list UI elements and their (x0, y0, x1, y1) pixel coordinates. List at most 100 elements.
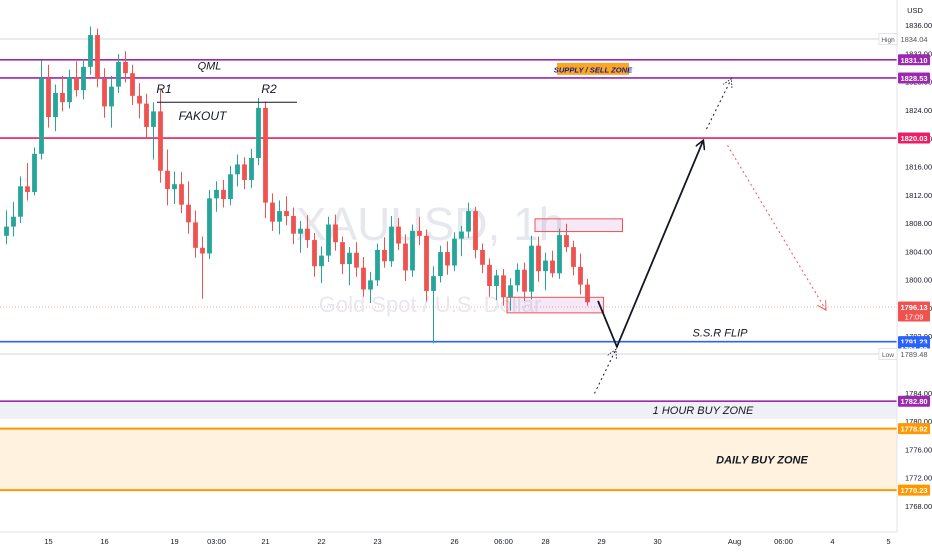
price-tick-label: 1768.00 (905, 502, 932, 511)
candle (165, 149, 170, 206)
daily-buy-zone-label: DAILY BUY ZONE (716, 454, 808, 466)
candle (578, 253, 583, 295)
candle-body (543, 260, 548, 272)
candle-body (67, 77, 72, 103)
candle (424, 229, 429, 302)
projection-dotted-up (594, 350, 616, 394)
label-1778-bg (898, 423, 930, 435)
label-1831-bg (898, 54, 930, 66)
candle-body (214, 189, 219, 199)
candle-body (424, 235, 429, 291)
candle-body (116, 61, 121, 87)
time-tick-label: 15 (44, 537, 52, 546)
price-axis[interactable]: USD1768.001772.001776.001780.001784.0017… (878, 0, 932, 550)
time-axis[interactable]: 15 16 19 03:00 21 22 23 26 06:00 28 29 30 Aug 06:00 4 5 (0, 531, 897, 546)
upper-rect (534, 218, 623, 233)
label-1770-bg (898, 484, 930, 496)
candle-body (298, 228, 303, 234)
time-tick-label: 06:00 (774, 537, 793, 546)
candle-body (305, 228, 310, 241)
time-tick-label: Aug (728, 537, 741, 546)
candle-body (515, 269, 520, 286)
candle (53, 84, 58, 132)
candle (333, 214, 338, 251)
candle (186, 181, 191, 234)
label-1778: 1778.92 (900, 425, 927, 434)
candle (81, 59, 86, 100)
candle (340, 236, 345, 274)
candle (235, 154, 240, 187)
candle (60, 76, 65, 112)
candle (242, 157, 247, 190)
candle (417, 216, 422, 245)
candle (473, 206, 478, 259)
ssr-flip-label: S.S.R FLIP (692, 328, 748, 340)
time-tick-label: 16 (100, 537, 108, 546)
candle-body (291, 216, 296, 234)
zones-layer: DAILY BUY ZONE (0, 401, 897, 491)
candle-body (340, 242, 345, 265)
candle-body (228, 174, 233, 200)
candle-body (480, 249, 485, 265)
candle (32, 147, 37, 196)
label-1820: 1820.03 (900, 134, 927, 143)
candle (550, 250, 555, 278)
price-tick-label: 1808.00 (905, 219, 932, 228)
candle (249, 148, 254, 188)
candle-body (564, 235, 569, 248)
high-label: 1834.04 (900, 35, 927, 44)
candle (39, 60, 44, 160)
candle (571, 240, 576, 276)
price-tick-label: 1816.00 (905, 163, 932, 172)
candle (130, 64, 135, 106)
candle-body (18, 186, 23, 217)
candle-body (102, 78, 107, 107)
price-tick-label: 1776.00 (905, 445, 932, 454)
high-label-bg (898, 33, 930, 45)
candle-body (508, 285, 513, 298)
r2-annotation: R2 (261, 82, 277, 96)
candle-body (235, 164, 240, 175)
fakeout-annotation: FAKOUT (179, 109, 228, 123)
candle-body (382, 249, 387, 262)
low-label-tag-bg (878, 348, 898, 360)
candle (88, 26, 93, 75)
levels-layer (0, 38, 897, 492)
r1-annotation: R1 (156, 82, 171, 96)
candle-body (438, 252, 443, 277)
candle-body (88, 35, 93, 67)
candle-body (39, 78, 44, 154)
candle (284, 196, 289, 226)
price-tick-label: 1800.00 (905, 276, 932, 285)
candle-body (557, 235, 562, 274)
candle (172, 171, 177, 204)
one-hour-buy-label: 1 HOUR BUY ZONE (653, 405, 754, 417)
qml-label-annotation: QML (198, 61, 222, 73)
candle (151, 102, 156, 160)
price-tick-label: 1836.00 (905, 21, 932, 30)
time-tick-label: 21 (261, 537, 269, 546)
candle (431, 266, 436, 344)
candle (221, 179, 226, 208)
candle-body (585, 284, 590, 303)
time-tick-label: 5 (886, 537, 890, 546)
supply-label-bg (557, 62, 629, 75)
candle-body (487, 264, 492, 287)
candle (375, 243, 380, 287)
candle-body (200, 247, 205, 254)
candle (515, 263, 520, 292)
label-1770: 1770.23 (900, 486, 927, 495)
daily-buy-zone (0, 428, 897, 491)
candle-body (284, 211, 289, 217)
projection-dotted-up-2 (706, 80, 732, 130)
candle-body (144, 103, 149, 127)
candle-body (326, 224, 331, 256)
label-1828: 1828.53 (900, 74, 927, 83)
candle-body (207, 198, 212, 254)
candle (403, 234, 408, 282)
time-tick-label: 4 (830, 537, 834, 546)
projection-dotted-down (727, 145, 826, 309)
candle (74, 61, 79, 97)
